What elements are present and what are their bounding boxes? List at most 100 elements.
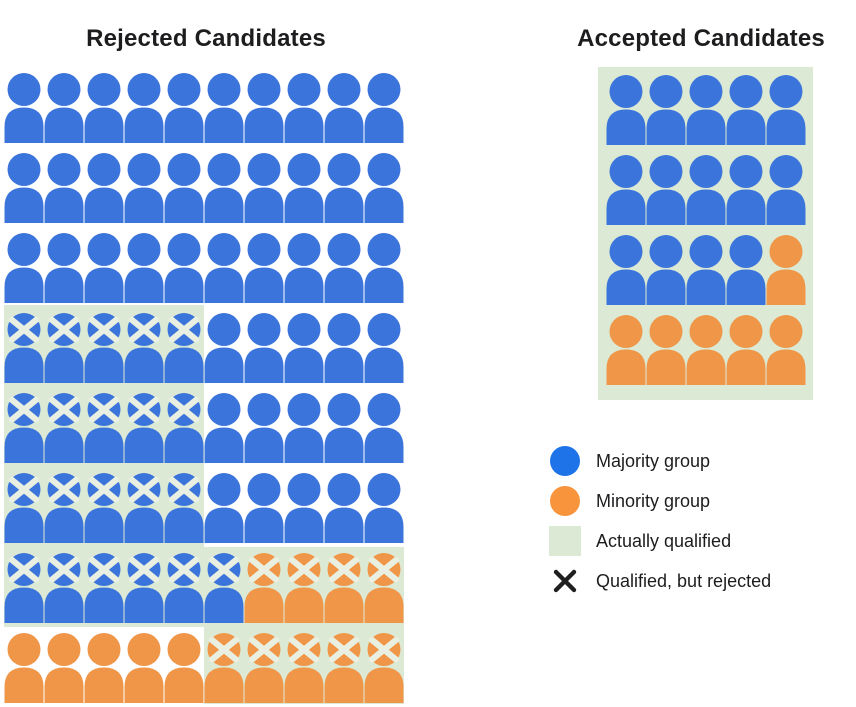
person-minority-icon (606, 315, 646, 385)
legend-label-minority: Minority group (596, 490, 711, 511)
person-minority-icon (44, 633, 84, 703)
rejected-candidates-grid (4, 73, 404, 707)
person-minority-qualified-rejected-icon (284, 633, 324, 703)
person-majority-icon (204, 313, 244, 383)
person-majority-icon (686, 75, 726, 145)
person-minority-icon (164, 633, 204, 703)
person-majority-qualified-rejected-icon (44, 393, 84, 463)
person-majority-icon (244, 313, 284, 383)
person-majority-icon (84, 233, 124, 303)
person-majority-icon (204, 473, 244, 543)
person-majority-qualified-rejected-icon (164, 553, 204, 623)
person-majority-icon (726, 75, 766, 145)
person-majority-icon (766, 155, 806, 225)
person-majority-icon (686, 235, 726, 305)
person-majority-icon (686, 155, 726, 225)
person-minority-qualified-rejected-icon (244, 633, 284, 703)
person-majority-icon (284, 393, 324, 463)
person-majority-qualified-rejected-icon (204, 553, 244, 623)
person-majority-icon (4, 73, 44, 143)
person-majority-icon (284, 73, 324, 143)
person-minority-qualified-rejected-icon (244, 553, 284, 623)
rejected-candidates-title: Rejected Candidates (86, 25, 326, 52)
legend-item-majority: Majority group (549, 446, 771, 476)
person-majority-icon (124, 153, 164, 223)
legend-item-qualified: Actually qualified (549, 526, 771, 556)
person-majority-icon (244, 473, 284, 543)
legend-item-minority: Minority group (549, 486, 771, 516)
accepted-candidates-grid (606, 75, 806, 395)
person-majority-icon (204, 393, 244, 463)
person-majority-icon (324, 233, 364, 303)
person-majority-qualified-rejected-icon (44, 313, 84, 383)
person-majority-qualified-rejected-icon (44, 553, 84, 623)
person-minority-icon (4, 633, 44, 703)
person-majority-qualified-rejected-icon (4, 393, 44, 463)
person-majority-icon (244, 73, 284, 143)
person-minority-icon (124, 633, 164, 703)
person-majority-icon (124, 73, 164, 143)
person-majority-icon (284, 153, 324, 223)
person-majority-icon (84, 73, 124, 143)
x-mark-icon (553, 569, 577, 593)
person-majority-qualified-rejected-icon (44, 473, 84, 543)
person-minority-icon (726, 315, 766, 385)
person-majority-qualified-rejected-icon (84, 473, 124, 543)
person-majority-icon (44, 153, 84, 223)
person-majority-icon (4, 233, 44, 303)
person-majority-icon (726, 235, 766, 305)
person-majority-icon (364, 153, 404, 223)
person-majority-icon (284, 313, 324, 383)
person-majority-icon (766, 75, 806, 145)
person-majority-qualified-rejected-icon (164, 313, 204, 383)
person-minority-qualified-rejected-icon (364, 633, 404, 703)
person-majority-icon (164, 153, 204, 223)
person-majority-icon (164, 73, 204, 143)
person-majority-icon (324, 73, 364, 143)
person-majority-icon (204, 73, 244, 143)
legend-label-qualified: Actually qualified (596, 530, 732, 551)
legend-label-qualified-rejected: Qualified, but rejected (596, 570, 772, 591)
person-majority-icon (244, 393, 284, 463)
person-majority-qualified-rejected-icon (84, 313, 124, 383)
person-majority-qualified-rejected-icon (124, 553, 164, 623)
person-majority-icon (324, 393, 364, 463)
person-majority-icon (204, 153, 244, 223)
person-majority-qualified-rejected-icon (164, 473, 204, 543)
accepted-candidates-title: Accepted Candidates (577, 25, 825, 52)
person-majority-icon (164, 233, 204, 303)
person-majority-icon (244, 153, 284, 223)
person-minority-qualified-rejected-icon (204, 633, 244, 703)
person-majority-icon (726, 155, 766, 225)
person-majority-icon (606, 75, 646, 145)
person-majority-icon (364, 233, 404, 303)
person-majority-icon (364, 73, 404, 143)
person-majority-icon (4, 153, 44, 223)
person-minority-icon (766, 315, 806, 385)
person-majority-icon (646, 75, 686, 145)
person-majority-icon (324, 313, 364, 383)
person-minority-icon (686, 315, 726, 385)
person-majority-icon (606, 235, 646, 305)
person-majority-icon (324, 473, 364, 543)
person-majority-icon (204, 233, 244, 303)
person-majority-icon (324, 153, 364, 223)
person-minority-qualified-rejected-icon (284, 553, 324, 623)
person-majority-icon (124, 233, 164, 303)
person-majority-icon (646, 235, 686, 305)
person-majority-icon (284, 233, 324, 303)
person-majority-icon (646, 155, 686, 225)
person-majority-qualified-rejected-icon (124, 473, 164, 543)
actually-qualified-icon (549, 526, 581, 556)
person-majority-qualified-rejected-icon (4, 473, 44, 543)
legend-label-majority: Majority group (596, 450, 711, 471)
person-majority-icon (44, 73, 84, 143)
person-minority-qualified-rejected-icon (364, 553, 404, 623)
minority-group-icon (550, 486, 580, 516)
person-majority-icon (284, 473, 324, 543)
person-minority-icon (646, 315, 686, 385)
legend-item-qualified-rejected: Qualified, but rejected (549, 566, 771, 596)
person-majority-icon (84, 153, 124, 223)
person-majority-icon (606, 155, 646, 225)
